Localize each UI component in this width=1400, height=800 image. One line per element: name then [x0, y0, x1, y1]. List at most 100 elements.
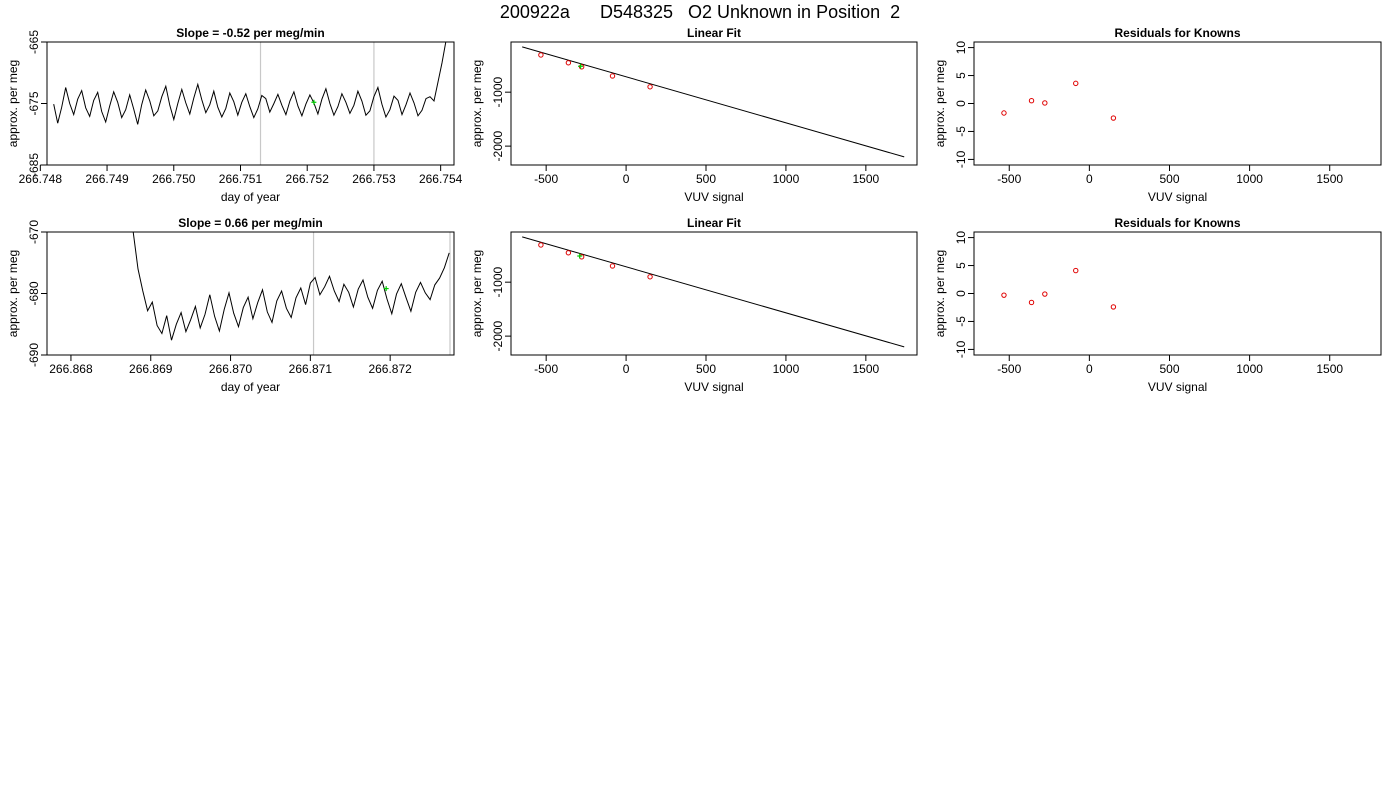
plot-area	[132, 232, 451, 355]
known-point	[1110, 304, 1117, 310]
y-axis-label: approx. per meg	[470, 60, 484, 147]
plot-title: Residuals for Knowns	[1114, 216, 1240, 230]
x-tick-label: 266.872	[368, 362, 412, 376]
plot-title: Linear Fit	[687, 216, 741, 230]
known-point	[647, 84, 653, 90]
y-tick-label: -680	[27, 281, 41, 305]
plot-area	[1001, 80, 1117, 121]
known-point	[1042, 100, 1048, 106]
plot-res2: Residuals for Knowns -500 0 500 1000 1500 VUV …	[933, 216, 1382, 394]
known-point	[1073, 267, 1079, 274]
plot-frame	[46, 41, 455, 166]
y-tick-label: -670	[27, 220, 41, 244]
known-point	[1001, 110, 1007, 116]
x-tick-label: 0	[1086, 362, 1093, 376]
plot-title: Residuals for Knowns	[1114, 26, 1240, 40]
plot-area	[53, 42, 447, 165]
x-tick-label: -500	[534, 362, 558, 376]
x-tick-label: 266.870	[209, 362, 253, 376]
x-tick-label: 266.749	[85, 172, 129, 186]
page-title: 200922a D548325 O2 Unknown in Position 2	[499, 2, 901, 22]
x-tick-label: 1500	[1316, 172, 1343, 186]
y-tick-label: 5	[954, 72, 968, 79]
known-point	[538, 52, 544, 58]
plot-frame	[510, 41, 918, 166]
series-line	[132, 232, 450, 341]
known-point	[565, 60, 572, 66]
y-tick-label: -675	[27, 91, 41, 115]
x-tick-label: 500	[1159, 362, 1179, 376]
plot-frame	[973, 41, 1382, 166]
x-tick-label: 500	[696, 172, 716, 186]
y-tick-label: -1000	[491, 77, 505, 108]
x-tick-label: -500	[997, 362, 1021, 376]
x-tick-label: 266.750	[152, 172, 196, 186]
y-tick-label: 0	[954, 100, 968, 107]
y-tick-label: -685	[27, 153, 41, 177]
x-tick-label: 0	[623, 172, 630, 186]
y-tick-label: -665	[27, 30, 41, 54]
y-tick-label: -2000	[491, 130, 505, 161]
plot-area	[522, 236, 905, 348]
known-point	[538, 242, 544, 248]
known-point	[1042, 291, 1048, 297]
plot-area	[1001, 267, 1117, 310]
plot-area	[522, 46, 905, 158]
y-axis-label: approx. per meg	[933, 250, 947, 337]
x-axis-label: VUV signal	[1148, 380, 1207, 394]
x-tick-label: -500	[997, 172, 1021, 186]
plot-frame	[510, 231, 918, 356]
known-point	[1110, 115, 1117, 121]
y-tick-label: 0	[954, 290, 968, 297]
y-tick-label: 5	[954, 262, 968, 269]
x-tick-label: 500	[696, 362, 716, 376]
series-line	[53, 42, 447, 125]
x-axis-label: VUV signal	[1148, 190, 1207, 204]
x-axis-label: day of year	[221, 190, 280, 204]
x-tick-label: 266.871	[289, 362, 333, 376]
y-axis-label: approx. per meg	[933, 60, 947, 147]
known-point	[1073, 80, 1079, 87]
x-tick-label: 266.753	[352, 172, 396, 186]
fit-line	[522, 236, 905, 348]
known-point	[609, 263, 616, 269]
x-tick-label: 266.869	[129, 362, 173, 376]
plot-title: Slope = 0.66 per meg/min	[178, 216, 322, 230]
known-point	[647, 274, 653, 280]
plot-frame	[46, 231, 455, 356]
y-tick-label: -5	[954, 316, 968, 327]
plot-fit1: Linear Fit -500 0 500 1000 1500 VUV signal -100…	[470, 26, 918, 204]
y-tick-label: 10	[954, 231, 968, 245]
y-axis-label: approx. per meg	[470, 250, 484, 337]
y-tick-label: -5	[954, 126, 968, 137]
known-point	[609, 73, 616, 79]
plot-res1: Residuals for Knowns -500 0 500 1000 1500 VUV …	[933, 26, 1382, 204]
y-tick-label: -690	[27, 343, 41, 367]
x-tick-label: 266.752	[286, 172, 330, 186]
x-tick-label: 1500	[1316, 362, 1343, 376]
x-tick-label: 1000	[773, 362, 800, 376]
y-tick-label: -1000	[491, 267, 505, 298]
x-axis-label: VUV signal	[684, 190, 743, 204]
y-axis-label: approx. per meg	[6, 60, 20, 147]
x-tick-label: 500	[1159, 172, 1179, 186]
x-tick-label: 1500	[852, 362, 879, 376]
x-tick-label: 266.754	[419, 172, 463, 186]
x-tick-label: 0	[623, 362, 630, 376]
plot-ts1: Slope = -0.52 per meg/min 266.748 266.749 2…	[6, 26, 463, 204]
y-tick-label: -10	[954, 150, 968, 168]
plot-frame	[973, 231, 1382, 356]
x-tick-label: 1500	[852, 172, 879, 186]
y-axis-label: approx. per meg	[6, 250, 20, 337]
known-point	[1001, 292, 1007, 298]
x-tick-label: 0	[1086, 172, 1093, 186]
y-tick-label: 10	[954, 41, 968, 55]
x-tick-label: -500	[534, 172, 558, 186]
x-axis-label: day of year	[221, 380, 280, 394]
x-tick-label: 1000	[1236, 362, 1263, 376]
x-tick-label: 266.751	[219, 172, 263, 186]
known-point	[1028, 98, 1035, 104]
y-tick-label: -10	[954, 340, 968, 358]
known-point	[1028, 299, 1035, 306]
plot-ts2: Slope = 0.66 per meg/min 266.868 266.869 26…	[6, 216, 455, 394]
